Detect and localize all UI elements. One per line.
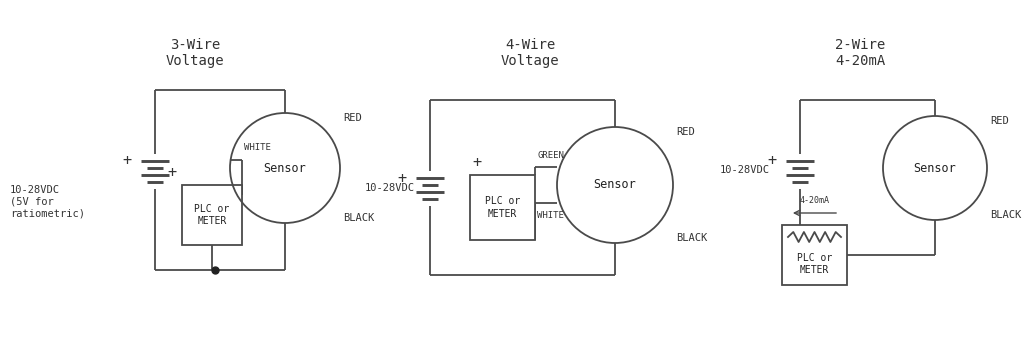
Text: BLACK: BLACK — [676, 233, 708, 243]
Text: BLACK: BLACK — [343, 213, 374, 223]
Text: Sensor: Sensor — [263, 162, 306, 175]
Text: PLC or
METER: PLC or METER — [485, 196, 520, 219]
Text: Sensor: Sensor — [594, 178, 636, 192]
Text: RED: RED — [990, 116, 1009, 126]
Text: 2-Wire
4-20mA: 2-Wire 4-20mA — [835, 38, 885, 68]
Text: WHITE: WHITE — [537, 210, 564, 220]
Text: +: + — [767, 153, 776, 168]
Bar — [782, 225, 847, 285]
Text: WHITE: WHITE — [244, 144, 271, 152]
Text: 4-20mA: 4-20mA — [800, 196, 829, 205]
Text: 4-Wire
Voltage: 4-Wire Voltage — [501, 38, 559, 68]
Text: PLC or
METER: PLC or METER — [195, 204, 229, 226]
Text: RED: RED — [676, 127, 694, 137]
Text: GREEN: GREEN — [537, 150, 564, 160]
Text: PLC or
METER: PLC or METER — [797, 253, 833, 275]
Text: +: + — [168, 165, 176, 180]
Text: +: + — [123, 153, 131, 168]
Text: 10-28VDC
(5V for
ratiometric): 10-28VDC (5V for ratiometric) — [10, 185, 85, 218]
Text: BLACK: BLACK — [990, 210, 1021, 220]
Text: +: + — [472, 155, 481, 170]
Bar — [470, 175, 535, 240]
Bar — [182, 185, 242, 245]
Text: +: + — [397, 170, 407, 186]
Text: 3-Wire
Voltage: 3-Wire Voltage — [166, 38, 224, 68]
Text: 10-28VDC: 10-28VDC — [365, 183, 415, 193]
Text: 10-28VDC: 10-28VDC — [720, 165, 770, 175]
Text: RED: RED — [343, 113, 361, 123]
Text: Sensor: Sensor — [913, 162, 956, 175]
